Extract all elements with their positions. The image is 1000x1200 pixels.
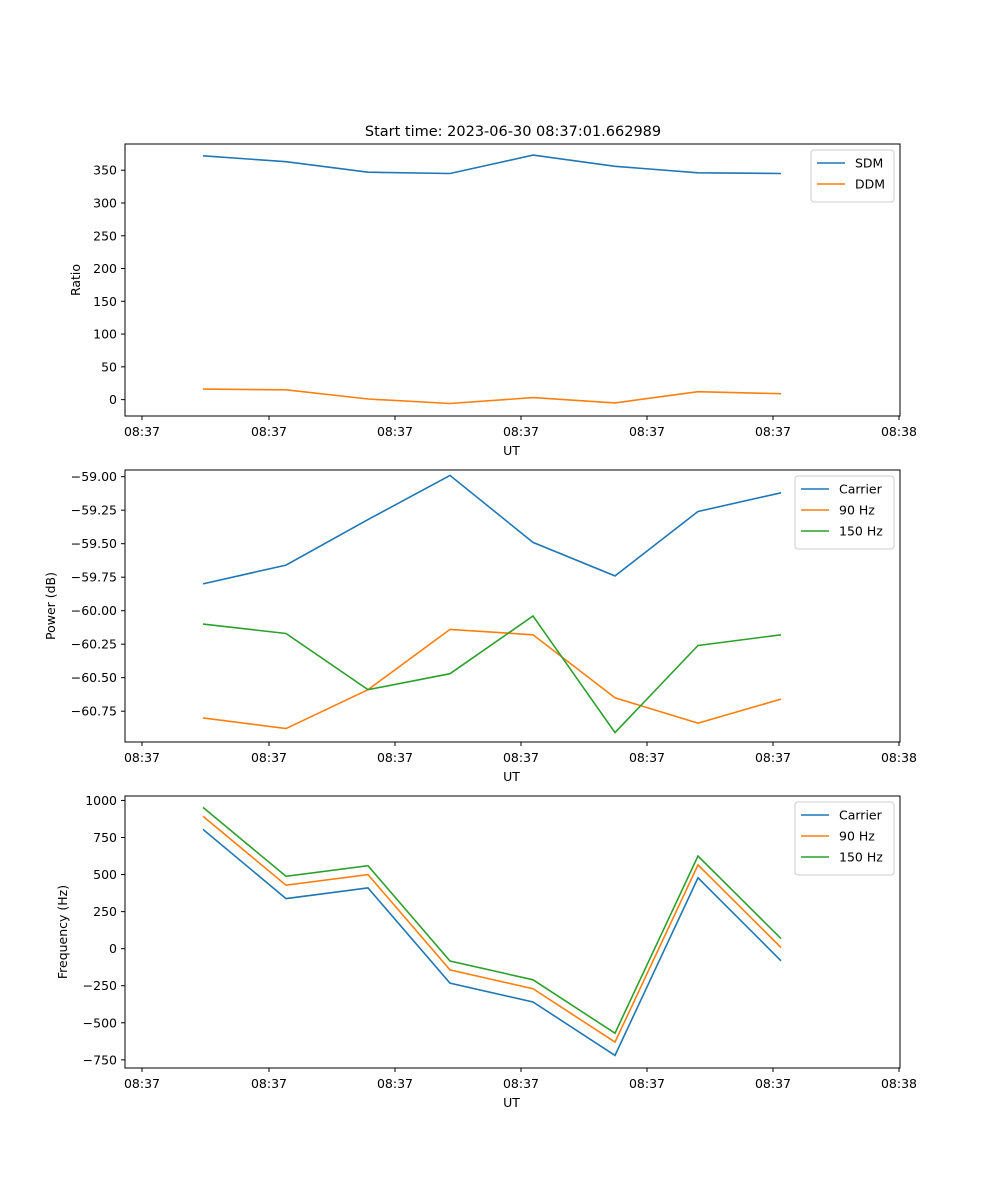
y-tick-label: 50 [101, 359, 117, 374]
x-tick-label: 08:37 [124, 1076, 160, 1091]
y-tick-label: −59.50 [71, 536, 117, 551]
x-tick-label: 08:37 [251, 750, 287, 765]
x-axis-label: UT [503, 443, 520, 458]
legend: SDM DDM [810, 149, 895, 203]
y-tick-label: 0 [109, 392, 117, 407]
x-tick-label: 08:38 [881, 750, 917, 765]
series-line-90-hz [202, 815, 782, 1044]
y-tick-label: 250 [93, 904, 117, 919]
x-tick-label: 08:37 [377, 750, 413, 765]
y-tick-label: −250 [83, 978, 117, 993]
y-tick-label: 150 [93, 294, 117, 309]
y-tick-label: −60.00 [71, 603, 117, 618]
subplot-1: 08:37 08:37 08:37 08:37 08:37 08:37 08:38 0 50 10… [68, 143, 917, 458]
x-tick-label: 08:37 [503, 1076, 539, 1091]
x-axis-label: UT [503, 1095, 520, 1110]
legend-label: 150 Hz [839, 850, 883, 865]
y-tick-label: 300 [93, 195, 117, 210]
y-tick-label: 0 [109, 941, 117, 956]
series-line-90-hz [202, 628, 782, 730]
y-tick-label: −60.50 [71, 670, 117, 685]
y-tick-label: −59.25 [71, 503, 117, 518]
x-tick-label: 08:37 [377, 424, 413, 439]
legend-label: Carrier [839, 482, 883, 497]
x-tick-label: 08:37 [755, 750, 791, 765]
chart-title: Start time: 2023-06-30 08:37:01.662989 [365, 124, 661, 140]
y-tick-label: 200 [93, 261, 117, 276]
x-tick-label: 08:38 [881, 1076, 917, 1091]
series-line-150-hz [202, 614, 782, 734]
subplots: 08:37 08:37 08:37 08:37 08:37 08:37 08:38 0 50 10… [43, 143, 917, 1110]
x-tick-label: 08:37 [377, 1076, 413, 1091]
subplot-2: 08:37 08:37 08:37 08:37 08:37 08:37 08:38 −60.7… [43, 469, 917, 784]
y-tick-label: 1000 [85, 793, 117, 808]
series-line-carrier [202, 828, 782, 1057]
x-tick-label: 08:37 [251, 424, 287, 439]
axes-frame [124, 795, 901, 1069]
x-tick-label: 08:37 [755, 424, 791, 439]
x-tick-label: 08:37 [124, 424, 160, 439]
legend-label: DDM [855, 177, 885, 192]
x-axis-label: UT [503, 769, 520, 784]
axes-frame [124, 143, 901, 417]
x-tick-label: 08:37 [503, 750, 539, 765]
legend-label: SDM [855, 156, 883, 171]
y-tick-label: 500 [93, 867, 117, 882]
y-tick-label: −60.25 [71, 637, 117, 652]
x-tick-label: 08:38 [881, 424, 917, 439]
y-tick-label: 350 [93, 163, 117, 178]
y-tick-label: −60.75 [71, 704, 117, 719]
y-tick-label: −59.00 [71, 469, 117, 484]
x-tick-label: 08:37 [124, 750, 160, 765]
x-tick-label: 08:37 [251, 1076, 287, 1091]
y-tick-label: −500 [83, 1015, 117, 1030]
x-tick-label: 08:37 [629, 424, 665, 439]
y-tick-label: 100 [93, 327, 117, 342]
x-tick-label: 08:37 [503, 424, 539, 439]
y-tick-label: 250 [93, 228, 117, 243]
legend: Carrier 90 Hz 150 Hz [794, 475, 895, 550]
subplot-3: 08:37 08:37 08:37 08:37 08:37 08:37 08:38 −750 −… [55, 793, 917, 1110]
x-tick-label: 08:37 [755, 1076, 791, 1091]
series-line-sdm [202, 154, 782, 175]
legend-label: 90 Hz [839, 503, 875, 518]
x-tick-label: 08:37 [629, 750, 665, 765]
axes-frame [124, 469, 901, 743]
legend-label: 150 Hz [839, 524, 883, 539]
y-tick-label: −750 [83, 1052, 117, 1067]
legend-label: 90 Hz [839, 829, 875, 844]
legend: Carrier 90 Hz 150 Hz [794, 801, 895, 876]
y-axis-label: Power (dB) [43, 572, 58, 640]
series-line-carrier [202, 474, 782, 585]
series-line-150-hz [202, 806, 782, 1035]
y-tick-label: 750 [93, 830, 117, 845]
legend-label: Carrier [839, 808, 883, 823]
x-tick-label: 08:37 [629, 1076, 665, 1091]
y-axis-label: Frequency (Hz) [55, 885, 70, 979]
y-axis-label: Ratio [68, 264, 83, 296]
y-tick-label: −59.75 [71, 570, 117, 585]
series-line-ddm [202, 388, 782, 405]
